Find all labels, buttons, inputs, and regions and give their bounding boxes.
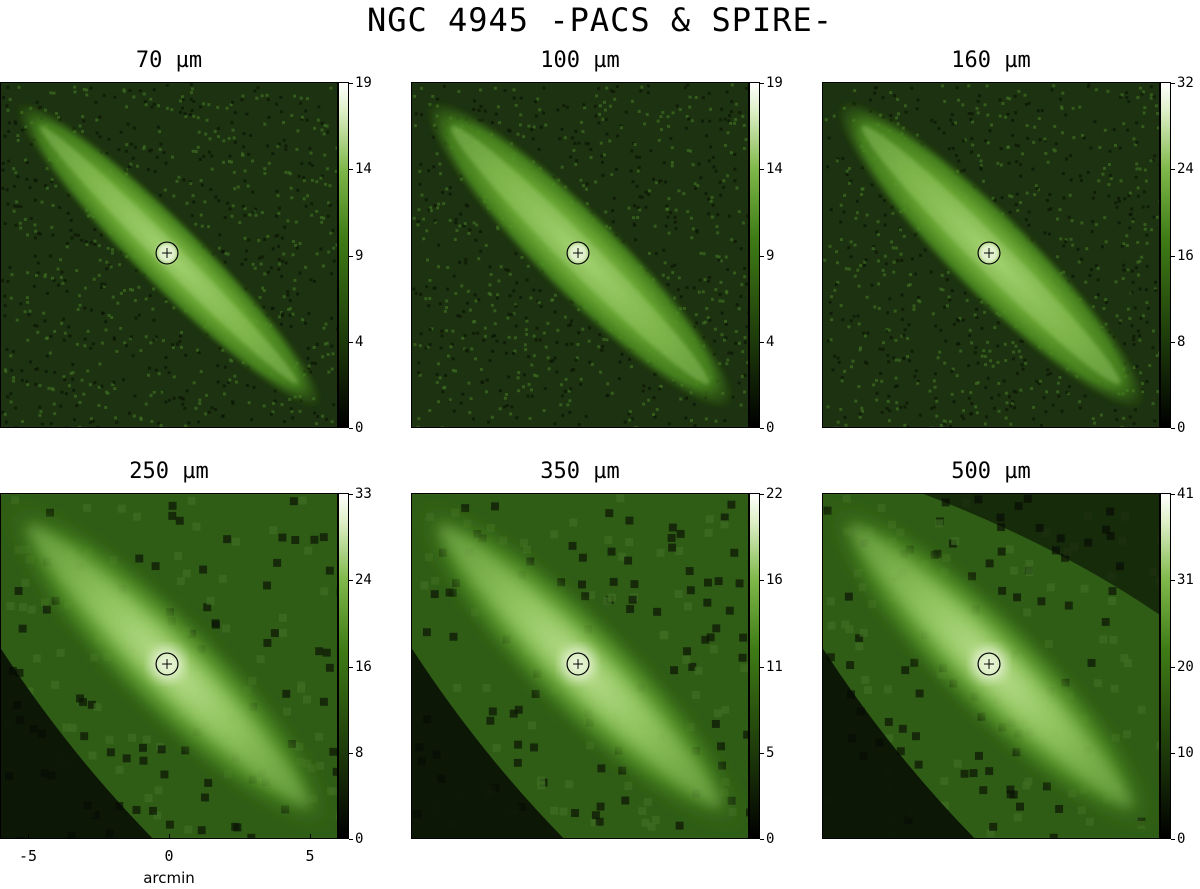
colorbar-tick <box>760 169 764 170</box>
x-axis-tick-label: -5 <box>18 847 38 865</box>
colorbar-tick-label: 8 <box>1177 334 1186 350</box>
galaxy-map <box>411 493 749 839</box>
colorbar-tick <box>1171 169 1175 170</box>
colorbar-tick-label: 14 <box>355 161 372 177</box>
galaxy-map <box>411 82 749 428</box>
colorbar <box>338 82 349 428</box>
panel-label: 100 µm <box>540 48 620 73</box>
colorbar-tick <box>349 83 353 84</box>
colorbar-tick-label: 10 <box>1177 745 1194 761</box>
colorbar-tick <box>349 169 353 170</box>
colorbar-tick-label: 0 <box>355 420 364 436</box>
galaxy-map <box>822 493 1160 839</box>
colorbar-tick <box>760 580 764 581</box>
colorbar-tick-label: 24 <box>1177 161 1194 177</box>
colorbar-tick-label: 14 <box>766 161 783 177</box>
colorbar-tick-label: 5 <box>766 745 775 761</box>
x-axis-tick-label: 0 <box>164 847 174 865</box>
colorbar-tick <box>349 667 353 668</box>
colorbar-tick <box>1171 428 1175 429</box>
colorbar-tick <box>1171 83 1175 84</box>
panel-label: 350 µm <box>540 459 620 484</box>
colorbar-tick-label: 41 <box>1177 486 1194 502</box>
colorbar-tick <box>349 342 353 343</box>
x-axis-tick-label: 5 <box>305 847 315 865</box>
colorbar <box>1160 493 1171 839</box>
colorbar-tick-label: 24 <box>355 572 372 588</box>
x-axis-label: arcmin <box>143 869 195 887</box>
colorbar-tick-label: 11 <box>766 659 783 675</box>
x-axis-tick <box>169 834 170 839</box>
colorbar-tick <box>760 667 764 668</box>
figure-title: NGC 4945 -PACS & SPIRE- <box>366 1 834 39</box>
colorbar <box>338 493 349 839</box>
colorbar-tick-label: 19 <box>355 75 372 91</box>
colorbar-tick <box>349 580 353 581</box>
colorbar-tick <box>760 256 764 257</box>
colorbar-tick-label: 4 <box>766 334 775 350</box>
panel-label: 500 µm <box>951 459 1031 484</box>
colorbar-tick <box>349 494 353 495</box>
colorbar-tick-label: 20 <box>1177 659 1194 675</box>
colorbar-tick <box>760 428 764 429</box>
colorbar-tick <box>349 753 353 754</box>
colorbar-tick-label: 16 <box>766 572 783 588</box>
panel-label: 250 µm <box>129 459 209 484</box>
colorbar-tick-label: 32 <box>1177 75 1194 91</box>
colorbar-tick <box>1171 839 1175 840</box>
colorbar-tick-label: 4 <box>355 334 364 350</box>
colorbar-tick-label: 0 <box>766 831 775 847</box>
colorbar-tick <box>1171 494 1175 495</box>
colorbar-tick <box>1171 667 1175 668</box>
x-axis-tick <box>28 834 29 839</box>
colorbar-tick <box>1171 342 1175 343</box>
colorbar-tick <box>1171 753 1175 754</box>
galaxy-map <box>0 82 338 428</box>
x-axis-tick <box>310 834 311 839</box>
panel-label: 160 µm <box>951 48 1031 73</box>
colorbar <box>749 493 760 839</box>
colorbar-tick-label: 33 <box>355 486 372 502</box>
colorbar-tick-label: 16 <box>355 659 372 675</box>
colorbar-tick-label: 22 <box>766 486 783 502</box>
colorbar <box>1160 82 1171 428</box>
colorbar-tick <box>1171 256 1175 257</box>
colorbar-tick <box>760 839 764 840</box>
colorbar <box>749 82 760 428</box>
colorbar-tick-label: 9 <box>766 248 775 264</box>
colorbar-tick-label: 0 <box>1177 831 1186 847</box>
colorbar-tick <box>349 428 353 429</box>
panel-label: 70 µm <box>135 48 203 73</box>
colorbar-tick-label: 0 <box>355 831 364 847</box>
colorbar-tick <box>760 342 764 343</box>
colorbar-tick-label: 8 <box>355 745 364 761</box>
colorbar-tick <box>349 839 353 840</box>
galaxy-map <box>822 82 1160 428</box>
colorbar-tick-label: 0 <box>766 420 775 436</box>
colorbar-tick <box>760 753 764 754</box>
colorbar-tick <box>760 494 764 495</box>
colorbar-tick <box>1171 580 1175 581</box>
colorbar-tick-label: 19 <box>766 75 783 91</box>
galaxy-map <box>0 493 338 839</box>
colorbar-tick-label: 16 <box>1177 248 1194 264</box>
colorbar-tick-label: 0 <box>1177 420 1186 436</box>
colorbar-tick <box>760 83 764 84</box>
colorbar-tick <box>349 256 353 257</box>
colorbar-tick-label: 9 <box>355 248 364 264</box>
colorbar-tick-label: 31 <box>1177 572 1194 588</box>
